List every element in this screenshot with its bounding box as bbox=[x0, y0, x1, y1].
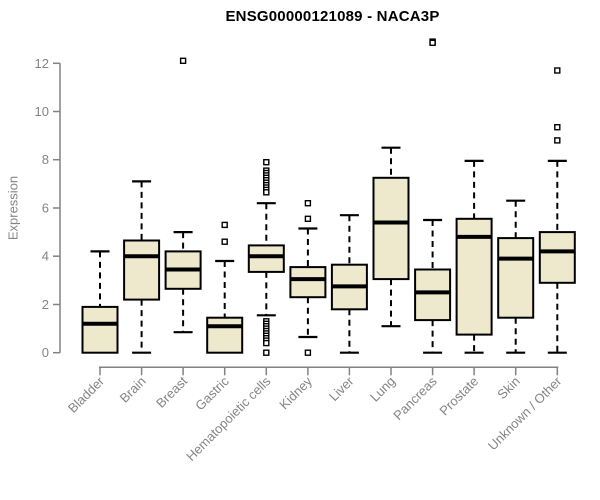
outlier-point bbox=[554, 137, 561, 144]
outlier-point bbox=[263, 158, 270, 166]
x-tick-label: Pancreas bbox=[390, 373, 440, 423]
y-tick-label: 2 bbox=[42, 297, 49, 312]
box bbox=[497, 237, 535, 319]
outlier-point bbox=[304, 349, 312, 356]
y-tick-label: 6 bbox=[42, 201, 49, 216]
y-tick-label: 10 bbox=[35, 104, 49, 119]
y-tick-label: 0 bbox=[42, 345, 49, 360]
outlier-point bbox=[263, 339, 270, 347]
outlier-point bbox=[179, 57, 187, 64]
x-tick-label: Gastric bbox=[192, 373, 232, 413]
x-tick-label: Breast bbox=[153, 373, 190, 410]
x-tick-label: Liver bbox=[326, 373, 357, 404]
x-tick-label: Prostate bbox=[436, 374, 481, 419]
chart-title: ENSG00000121089 - NACA3P bbox=[225, 8, 440, 25]
x-tick-label: Bladder bbox=[65, 373, 108, 416]
box bbox=[81, 305, 119, 354]
outlier-point bbox=[263, 349, 270, 356]
box bbox=[247, 244, 285, 273]
x-tick-label: Brain bbox=[117, 374, 149, 406]
box bbox=[538, 231, 576, 284]
box bbox=[372, 176, 410, 281]
outlier-point bbox=[263, 189, 270, 196]
x-tick-label: Lung bbox=[367, 374, 398, 405]
y-tick-label: 4 bbox=[42, 249, 49, 264]
outlier-point bbox=[304, 199, 312, 207]
box bbox=[206, 316, 244, 354]
outlier-point bbox=[554, 67, 561, 74]
outlier-point bbox=[554, 123, 561, 131]
outlier-point bbox=[429, 39, 436, 46]
y-tick-label: 8 bbox=[42, 152, 49, 167]
box bbox=[414, 268, 452, 322]
outlier-point bbox=[221, 238, 228, 245]
x-tick-label: Kidney bbox=[276, 373, 315, 412]
box bbox=[123, 239, 161, 301]
outlier-point bbox=[221, 221, 228, 229]
x-tick-label: Unknown / Other bbox=[485, 373, 565, 453]
outlier-point bbox=[304, 215, 312, 223]
box bbox=[289, 266, 327, 299]
x-tick-label: Skin bbox=[494, 374, 522, 402]
y-tick-label: 12 bbox=[35, 56, 49, 71]
